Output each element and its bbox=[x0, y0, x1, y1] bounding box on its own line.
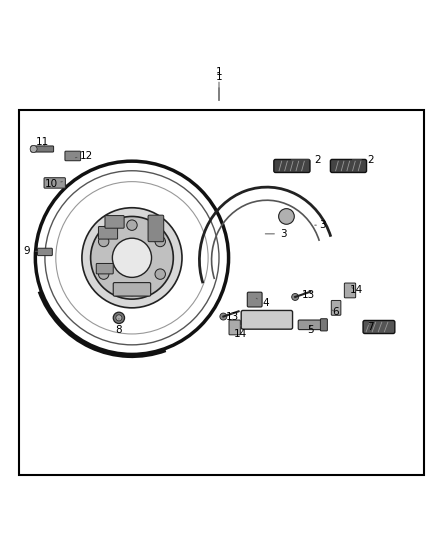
Circle shape bbox=[99, 269, 109, 279]
FancyBboxPatch shape bbox=[344, 283, 356, 298]
Text: 2: 2 bbox=[352, 155, 374, 165]
Text: 1: 1 bbox=[215, 72, 223, 101]
FancyBboxPatch shape bbox=[99, 227, 117, 239]
Text: 3: 3 bbox=[265, 229, 286, 239]
Circle shape bbox=[220, 313, 227, 320]
Text: 14: 14 bbox=[350, 286, 363, 295]
Circle shape bbox=[116, 315, 122, 321]
FancyBboxPatch shape bbox=[298, 320, 325, 329]
Circle shape bbox=[127, 285, 137, 296]
Text: 4: 4 bbox=[256, 298, 269, 309]
Circle shape bbox=[127, 220, 137, 230]
Circle shape bbox=[279, 208, 294, 224]
FancyBboxPatch shape bbox=[229, 320, 240, 335]
Text: 11: 11 bbox=[36, 138, 49, 148]
Text: 2: 2 bbox=[291, 155, 321, 165]
FancyBboxPatch shape bbox=[363, 320, 395, 334]
Circle shape bbox=[99, 236, 109, 247]
FancyBboxPatch shape bbox=[331, 301, 341, 315]
FancyBboxPatch shape bbox=[96, 263, 113, 274]
FancyBboxPatch shape bbox=[65, 151, 81, 161]
Text: 8: 8 bbox=[116, 319, 122, 335]
FancyBboxPatch shape bbox=[105, 215, 124, 228]
Text: 5: 5 bbox=[307, 325, 314, 335]
FancyBboxPatch shape bbox=[148, 215, 164, 241]
Text: 6: 6 bbox=[332, 307, 339, 317]
FancyBboxPatch shape bbox=[241, 310, 293, 329]
Text: 12: 12 bbox=[75, 150, 93, 160]
Text: 14: 14 bbox=[234, 325, 247, 339]
Text: 3: 3 bbox=[315, 220, 326, 230]
Text: 1: 1 bbox=[215, 67, 223, 77]
FancyBboxPatch shape bbox=[31, 146, 53, 152]
FancyBboxPatch shape bbox=[330, 159, 367, 173]
FancyBboxPatch shape bbox=[44, 177, 65, 188]
FancyBboxPatch shape bbox=[247, 292, 262, 307]
Circle shape bbox=[30, 146, 37, 152]
Text: 7: 7 bbox=[367, 322, 374, 333]
FancyBboxPatch shape bbox=[274, 159, 310, 173]
FancyBboxPatch shape bbox=[38, 248, 52, 256]
Circle shape bbox=[113, 238, 152, 277]
Circle shape bbox=[292, 294, 299, 301]
Circle shape bbox=[91, 216, 173, 299]
Text: 9: 9 bbox=[23, 246, 38, 256]
FancyBboxPatch shape bbox=[321, 319, 327, 331]
FancyBboxPatch shape bbox=[113, 282, 151, 296]
Circle shape bbox=[113, 312, 124, 324]
Circle shape bbox=[82, 208, 182, 308]
Text: 13: 13 bbox=[226, 312, 239, 321]
Text: 13: 13 bbox=[302, 290, 315, 300]
Circle shape bbox=[155, 269, 166, 279]
Circle shape bbox=[155, 236, 166, 247]
Text: 10: 10 bbox=[45, 179, 62, 189]
